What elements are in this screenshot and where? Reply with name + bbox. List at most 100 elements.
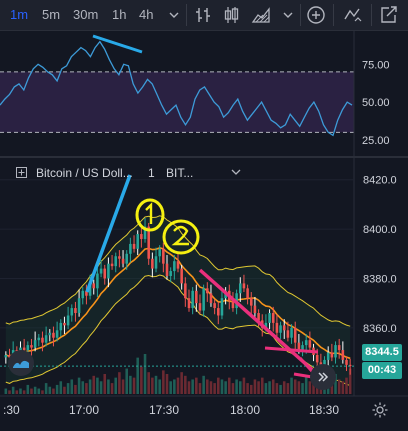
volume-bar	[103, 374, 107, 394]
candle-body	[81, 290, 85, 299]
legend-collapse-icon[interactable]	[16, 167, 28, 182]
chart-area[interactable]: 75.00 50.00 25.00 8420.0	[0, 30, 408, 426]
volume-bar	[249, 384, 253, 394]
timeframe-5m[interactable]: 5m	[42, 7, 61, 22]
volume-bar	[290, 377, 293, 394]
candle-body	[206, 288, 209, 294]
candle-body	[4, 354, 8, 358]
candle-body	[85, 290, 88, 296]
candle-body	[257, 313, 260, 321]
price-level-label: 8420.0	[363, 175, 397, 187]
volume-bar	[334, 374, 337, 394]
volume-bar	[96, 377, 99, 394]
candle-body	[66, 315, 70, 326]
volume-bar	[173, 379, 176, 394]
interval-label[interactable]: 1	[148, 166, 155, 180]
symbol-title[interactable]: Bitcoin / US Doll...	[36, 166, 133, 180]
chevron-down-icon[interactable]	[163, 4, 185, 26]
volume-bar	[253, 379, 257, 394]
toolbar-divider	[371, 4, 372, 26]
volume-bar	[8, 390, 11, 394]
chevron-down-icon[interactable]	[230, 166, 242, 181]
chevron-down-icon[interactable]	[277, 4, 299, 26]
volume-bar	[154, 375, 158, 394]
candle-body	[184, 283, 187, 299]
rsi-level-label: 25.00	[362, 135, 390, 147]
volume-bar	[195, 377, 198, 394]
candlestick-icon[interactable]	[220, 4, 242, 26]
candle-body	[132, 243, 136, 249]
candle-body	[345, 359, 348, 365]
area-chart-icon[interactable]	[250, 4, 272, 26]
candle-body	[33, 340, 37, 348]
volume-bar	[330, 383, 334, 394]
compare-icon[interactable]	[342, 4, 364, 26]
volume-bar	[279, 384, 282, 394]
candle-body	[70, 308, 74, 316]
candle-body	[125, 253, 128, 264]
volume-bar	[33, 386, 37, 394]
candle-body	[282, 325, 286, 331]
candle-body	[264, 322, 268, 328]
volume-bar	[209, 381, 213, 394]
rsi-level-label: 75.00	[362, 59, 390, 71]
candle-body	[231, 300, 235, 309]
candle-body	[217, 308, 220, 316]
volume-bar	[30, 388, 33, 394]
blue-trend-annotation	[85, 174, 132, 293]
chart-canvas[interactable]: 75.00 50.00 25.00 8420.0	[0, 30, 408, 426]
timeframe-1m[interactable]: 1m	[10, 7, 29, 22]
external-link-icon[interactable]	[377, 4, 399, 26]
scroll-to-realtime-icon[interactable]	[310, 364, 336, 390]
candle-body	[337, 345, 341, 351]
candle-body	[96, 273, 99, 289]
volume-bar	[260, 377, 264, 394]
timeframe-30m[interactable]: 30m	[73, 7, 99, 22]
volume-bar	[165, 374, 169, 394]
candle-body	[249, 298, 253, 306]
volume-bar	[158, 379, 161, 394]
candle-body	[246, 288, 249, 299]
candle-body	[301, 345, 304, 351]
volume-bar	[110, 383, 114, 394]
volume-bar	[162, 370, 165, 394]
candle-body	[88, 283, 92, 296]
volume-bar	[206, 379, 209, 394]
yellow-circle-one	[135, 198, 165, 232]
candle-body	[253, 305, 257, 314]
candle-body	[129, 243, 132, 254]
candle-body	[334, 345, 337, 358]
volume-bar	[268, 381, 271, 394]
candle-body	[315, 354, 319, 363]
volume-bar	[118, 372, 121, 394]
candle-body	[238, 283, 242, 294]
volume-bar	[282, 381, 286, 394]
volume-bar	[286, 383, 290, 394]
volume-bar	[224, 381, 227, 394]
volume-bar	[140, 366, 143, 394]
timeframe-4h[interactable]: 4h	[139, 7, 154, 22]
candle-body	[147, 226, 150, 259]
settings-gear-icon[interactable]	[371, 401, 389, 422]
volume-bar	[180, 372, 183, 394]
volume-bar	[297, 381, 301, 394]
bar-chart-icon[interactable]	[192, 4, 214, 26]
candle-body	[341, 350, 345, 360]
volume-bar	[242, 377, 246, 394]
tradingview-logo-icon[interactable]	[8, 350, 34, 376]
exchange-label[interactable]: BIT...	[166, 166, 194, 180]
pink-underline-annotation	[264, 346, 319, 354]
candle-body	[202, 288, 205, 311]
volume-bar	[191, 379, 194, 394]
volume-bar	[304, 375, 308, 394]
candle-body	[37, 337, 41, 341]
price-level-label: 8400.0	[363, 224, 397, 236]
volume-bar	[55, 384, 59, 394]
add-indicator-icon[interactable]	[305, 4, 327, 26]
candle-body	[48, 332, 52, 336]
candle-body	[77, 298, 81, 314]
candle-body	[293, 327, 297, 343]
timeframe-1h[interactable]: 1h	[112, 7, 127, 22]
volume-bar	[184, 375, 187, 394]
volume-bar	[66, 383, 70, 394]
